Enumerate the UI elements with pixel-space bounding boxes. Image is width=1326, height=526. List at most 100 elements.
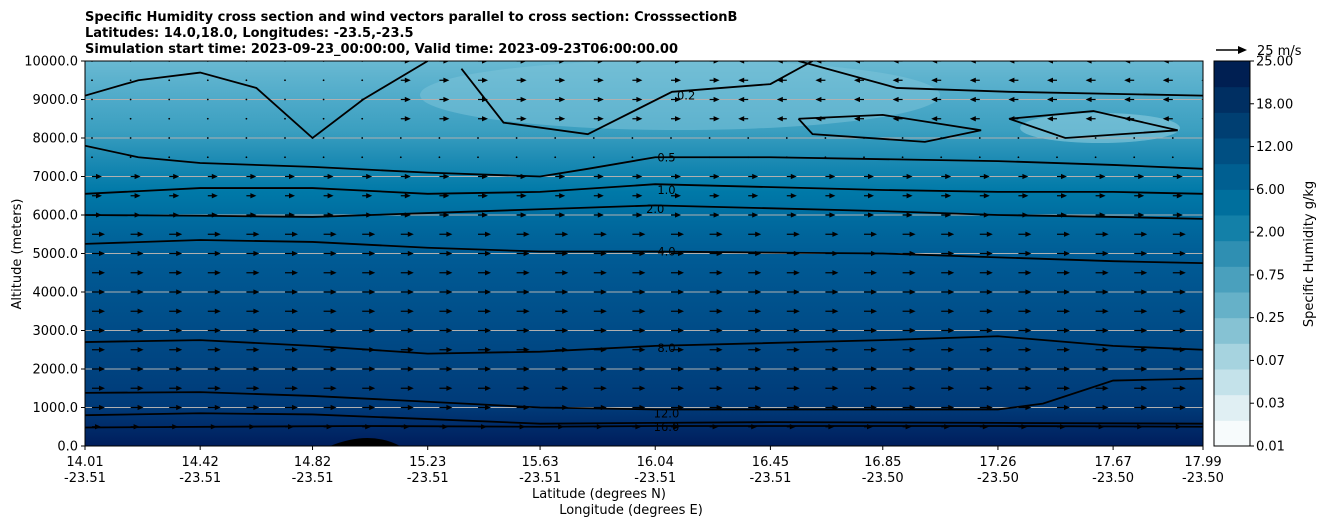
wind-vector-head	[520, 193, 527, 199]
wind-vector-head	[404, 77, 411, 83]
wind-vector-head	[1064, 270, 1070, 276]
wind-vector	[206, 137, 209, 139]
contour-label: 0.5	[657, 150, 675, 164]
wind-vector	[477, 137, 479, 139]
wind-vector	[206, 79, 209, 82]
wind-vector-head	[1064, 250, 1070, 257]
wind-vector-head	[815, 61, 822, 64]
wind-vector-head	[600, 231, 607, 237]
wind-vector	[284, 79, 286, 82]
y-tick-label: 8000.0	[33, 132, 79, 147]
y-tick-label: 9000.0	[33, 93, 79, 108]
wind-vector-head	[639, 270, 646, 276]
wind-vector-head	[945, 193, 952, 199]
wind-vector-head	[96, 173, 102, 180]
colorbar: 0.01 0.03 0.07 0.25 0.75 2.00 6.00 12.00 18.00 25…	[1213, 55, 1293, 455]
wind-vector-head	[1138, 193, 1145, 199]
wind-vector-head	[253, 308, 260, 314]
wind-vector-head	[1102, 327, 1109, 334]
x-axis-label-latitude: Latitude (degrees N)	[532, 487, 666, 502]
wind-vector-head	[176, 270, 183, 276]
wind-vector-head	[1141, 347, 1148, 353]
colorbar-segment	[1214, 138, 1250, 165]
wind-vector	[168, 137, 171, 139]
wind-vector-head	[597, 212, 604, 218]
wind-vector	[91, 156, 93, 159]
x-tick-label-lon: -23.51	[519, 471, 561, 486]
wind-vector-head	[639, 327, 646, 334]
wind-vector-head	[716, 347, 723, 353]
y-tick-label: 6000.0	[33, 209, 79, 224]
wind-vector-head	[446, 289, 453, 295]
wind-vector-head	[675, 96, 681, 103]
wind-vector	[1017, 156, 1020, 159]
wind-vector-head	[1102, 289, 1109, 295]
contour-line	[1008, 110, 1178, 139]
colorbar-segment	[1214, 189, 1250, 216]
wind-vector-head	[407, 308, 414, 314]
wind-vector	[206, 156, 209, 159]
y-tick-label: 5000.0	[33, 247, 79, 262]
wind-vector	[206, 117, 209, 120]
x-tick-label-lon: -23.50	[1182, 471, 1224, 486]
wind-vector-head	[404, 116, 411, 122]
wind-vector-head	[1022, 193, 1029, 199]
wind-vector-head	[829, 193, 836, 199]
wind-vector-head	[330, 327, 337, 334]
wind-vector-head	[713, 96, 720, 103]
wind-vector-head	[330, 385, 337, 391]
wind-vector-head	[871, 347, 877, 353]
contour-line	[85, 144, 1203, 178]
wind-vector-head	[1047, 116, 1053, 122]
wind-vector-head	[793, 347, 800, 353]
wind-vector	[1133, 137, 1136, 139]
colorbar-tick-label: 6.00	[1256, 183, 1285, 198]
wind-vector-head	[1025, 327, 1032, 334]
wind-vector-head	[986, 231, 993, 237]
wind-vector-head	[520, 116, 527, 122]
wind-vector-head	[214, 289, 221, 295]
wind-vector-head	[1061, 193, 1067, 199]
contour-line	[460, 61, 813, 136]
wind-vector-head	[832, 385, 839, 391]
wind-vector-head	[485, 366, 491, 372]
wind-vector-head	[871, 385, 877, 391]
wind-vector-head	[1025, 308, 1032, 314]
wind-vector-head	[1141, 308, 1148, 314]
wind-vector-head	[559, 116, 566, 122]
wind-vector-head	[1141, 385, 1148, 391]
wind-vector-head	[1047, 96, 1053, 103]
x-tick-label-lat: 14.82	[294, 455, 331, 470]
colorbar-segment	[1214, 61, 1250, 88]
wind-vector-head	[211, 193, 218, 199]
wind-vector-head	[738, 96, 745, 103]
wind-vector-head	[407, 366, 414, 372]
wind-vector-head	[485, 327, 491, 334]
dry-patch	[420, 61, 940, 130]
wind-vector	[747, 137, 750, 139]
colorbar-label: Specific Humidity g/kg	[1302, 181, 1317, 327]
x-tick-label-lon: -23.51	[407, 471, 449, 486]
wind-vector	[901, 137, 904, 139]
wind-vector-head	[639, 231, 646, 237]
wind-vector-head	[176, 366, 183, 372]
wind-vector-head	[793, 366, 800, 372]
wind-vector	[245, 79, 248, 82]
wind-vector-head	[1064, 385, 1070, 391]
wind-vector-head	[969, 77, 976, 83]
wind-vector-head	[597, 116, 604, 122]
wind-vector	[129, 79, 132, 82]
chart-title-line-1: Specific Humidity cross section and wind…	[85, 10, 737, 25]
wind-vector-head	[713, 77, 720, 83]
wind-vector-head	[909, 347, 916, 353]
wind-vector-head	[854, 77, 860, 83]
wind-vector-head	[214, 270, 221, 276]
wind-vector	[399, 156, 402, 159]
wind-vector-head	[636, 77, 643, 83]
wind-vector-head	[523, 250, 530, 257]
wind-vector-head	[716, 385, 723, 391]
colorbar-segment	[1214, 343, 1250, 370]
wind-vector-head	[1025, 347, 1032, 353]
wind-vector-head	[214, 231, 221, 237]
wind-vector-head	[292, 250, 298, 257]
